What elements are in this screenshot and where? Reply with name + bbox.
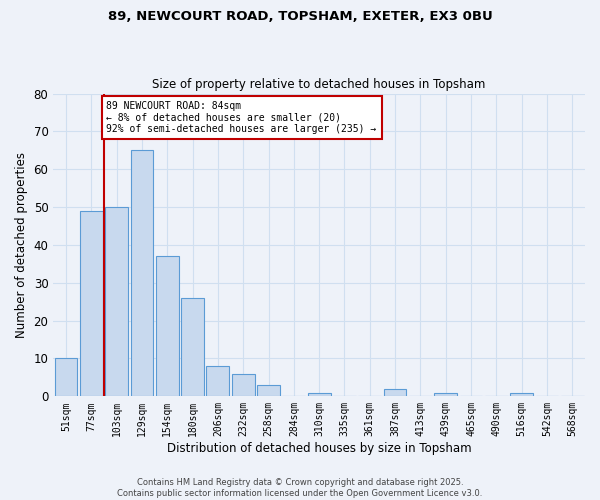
- Text: Contains HM Land Registry data © Crown copyright and database right 2025.
Contai: Contains HM Land Registry data © Crown c…: [118, 478, 482, 498]
- Title: Size of property relative to detached houses in Topsham: Size of property relative to detached ho…: [152, 78, 486, 91]
- X-axis label: Distribution of detached houses by size in Topsham: Distribution of detached houses by size …: [167, 442, 472, 455]
- Text: 89 NEWCOURT ROAD: 84sqm
← 8% of detached houses are smaller (20)
92% of semi-det: 89 NEWCOURT ROAD: 84sqm ← 8% of detached…: [106, 101, 377, 134]
- Bar: [105, 207, 128, 396]
- Bar: [308, 392, 331, 396]
- Y-axis label: Number of detached properties: Number of detached properties: [15, 152, 28, 338]
- Bar: [131, 150, 154, 396]
- Bar: [232, 374, 254, 396]
- Bar: [55, 358, 77, 397]
- Bar: [257, 385, 280, 396]
- Bar: [434, 392, 457, 396]
- Bar: [384, 389, 406, 396]
- Bar: [206, 366, 229, 396]
- Bar: [156, 256, 179, 396]
- Bar: [511, 392, 533, 396]
- Bar: [80, 211, 103, 396]
- Bar: [181, 298, 204, 396]
- Text: 89, NEWCOURT ROAD, TOPSHAM, EXETER, EX3 0BU: 89, NEWCOURT ROAD, TOPSHAM, EXETER, EX3 …: [107, 10, 493, 23]
